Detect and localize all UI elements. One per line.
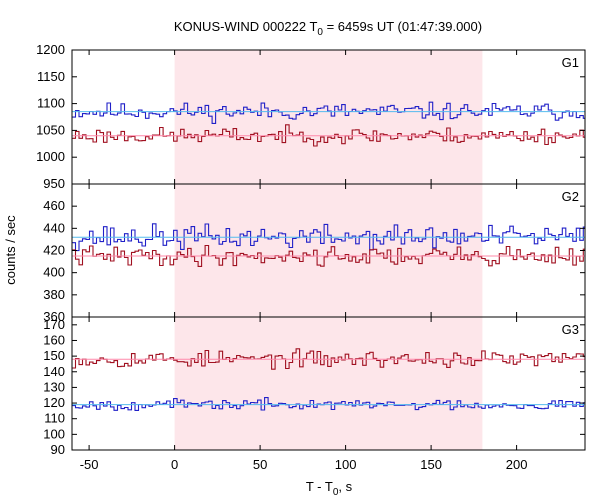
y-tick-label: 380 [43, 287, 65, 302]
shaded-interval [174, 184, 483, 317]
y-tick-label: 360 [43, 309, 65, 324]
panel-g1: 950 1000 1050 1100 1150 1200 G1 [36, 42, 586, 191]
x-tick-label: -50 [80, 457, 99, 472]
x-axis-title-main: T - T [306, 479, 333, 494]
y-tick-label: 100 [43, 426, 65, 441]
y-axis-title: counts / sec [3, 215, 18, 285]
x-tick-label: 100 [335, 457, 357, 472]
panel-label: G2 [562, 189, 579, 204]
y-tick-label: 160 [43, 332, 65, 347]
x-tick-label: 200 [506, 457, 528, 472]
y-tick-label: 120 [43, 395, 65, 410]
series-g1-2 [72, 124, 585, 147]
series-g1-1 [72, 101, 585, 124]
y-tick-label: 90 [51, 442, 65, 457]
y-tick-label: 130 [43, 379, 65, 394]
y-tick-label: 150 [43, 348, 65, 363]
chart-title-subscript: 0 [317, 27, 323, 38]
x-tick-label: 0 [171, 457, 178, 472]
chart-title-main: KONUS-WIND 000222 T [174, 19, 318, 34]
panel-g2: 360 380 400 420 440 460 G2 [43, 183, 586, 324]
x-axis-title-rest: , s [338, 479, 352, 494]
y-tick-label: 110 [44, 411, 65, 426]
series-g2-1 [72, 223, 585, 252]
y-tick-label: 170 [43, 317, 65, 332]
y-tick-label: 440 [43, 220, 65, 235]
y-tick-label: 460 [43, 198, 65, 213]
y-tick-label: 1150 [37, 69, 65, 84]
y-tick-label: 140 [43, 364, 65, 379]
y-tick-label: 420 [43, 243, 65, 258]
y-tick-label: 950 [43, 176, 65, 191]
panel-frame [71, 316, 586, 451]
y-tick-label: 1000 [36, 149, 65, 164]
chart-title-rest: = 6459s UT (01:47:39.000) [323, 19, 482, 34]
x-tick-label: 150 [420, 457, 442, 472]
y-tick-label: 1050 [36, 122, 65, 137]
series-g2-2 [72, 244, 585, 267]
series-g3-1 [72, 348, 585, 370]
panel-label: G1 [562, 55, 579, 70]
plot-area: 95010001050110011501200G1360380400420440… [36, 42, 586, 472]
x-axis-title-subscript: 0 [333, 487, 339, 498]
chart-title: KONUS-WIND 000222 T0 = 6459s UT (01:47:3… [174, 19, 482, 38]
y-tick-label: 1100 [37, 96, 65, 111]
y-tick-label: 1200 [36, 42, 65, 57]
panel-label: G3 [562, 322, 579, 337]
x-axis-title: T - T0, s [306, 479, 353, 498]
shaded-interval [174, 317, 483, 450]
y-tick-label: 400 [43, 265, 65, 280]
x-tick-label: 50 [253, 457, 267, 472]
shaded-interval [174, 50, 483, 184]
